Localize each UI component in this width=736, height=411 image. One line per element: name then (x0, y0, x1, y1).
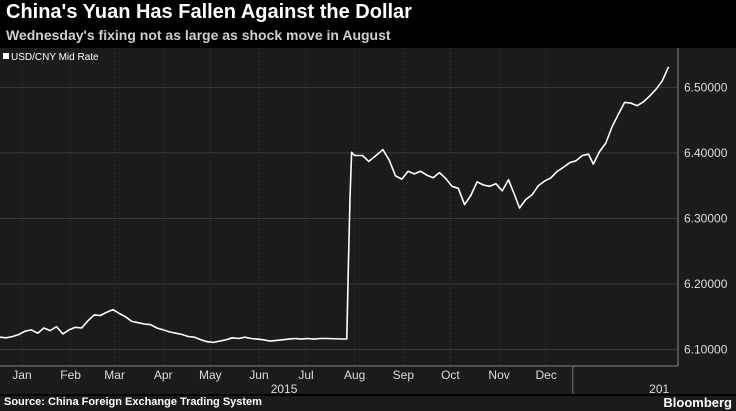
x-tick-label: Feb (60, 368, 81, 382)
x-tick-label: Aug (344, 368, 365, 382)
footer-bar: Source: China Foreign Exchange Trading S… (0, 395, 736, 411)
x-tick-label: Jul (298, 368, 313, 382)
chart-title: China's Yuan Has Fallen Against the Doll… (6, 1, 412, 23)
x-tick-label: May (199, 368, 222, 382)
series-line-usd-cny (0, 66, 670, 344)
y-tick-label: 6.40000 (684, 146, 728, 160)
x-year-label: 2015 (271, 382, 298, 394)
legend-label: USD/CNY Mid Rate (11, 52, 99, 63)
x-year-label: 201 (649, 382, 669, 394)
plot-area: 6.10000 6.20000 6.30000 6.40000 6.50000 Jan Fe… (0, 48, 736, 394)
brand-logo: Bloomberg (663, 395, 732, 410)
x-tick-label: Oct (441, 368, 460, 382)
y-tick-label: 6.50000 (684, 80, 728, 94)
y-tick-label: 6.20000 (684, 277, 728, 291)
x-tick-label: Apr (154, 368, 173, 382)
chart-subtitle: Wednesday's fixing not as large as shock… (6, 27, 391, 43)
source-note: Source: China Foreign Exchange Trading S… (4, 396, 262, 408)
legend-marker (3, 53, 9, 59)
x-tick-label: Dec (535, 368, 556, 382)
x-tick-label: Mar (104, 368, 125, 382)
y-tick-label: 6.10000 (684, 343, 728, 357)
x-tick-label: Sep (393, 368, 415, 382)
x-tick-label: Jan (12, 368, 31, 382)
x-tick-label: Nov (488, 368, 509, 382)
x-tick-label: Jun (249, 368, 268, 382)
line-chart: 6.10000 6.20000 6.30000 6.40000 6.50000 Jan Fe… (0, 48, 728, 394)
y-tick-label: 6.30000 (684, 211, 728, 225)
